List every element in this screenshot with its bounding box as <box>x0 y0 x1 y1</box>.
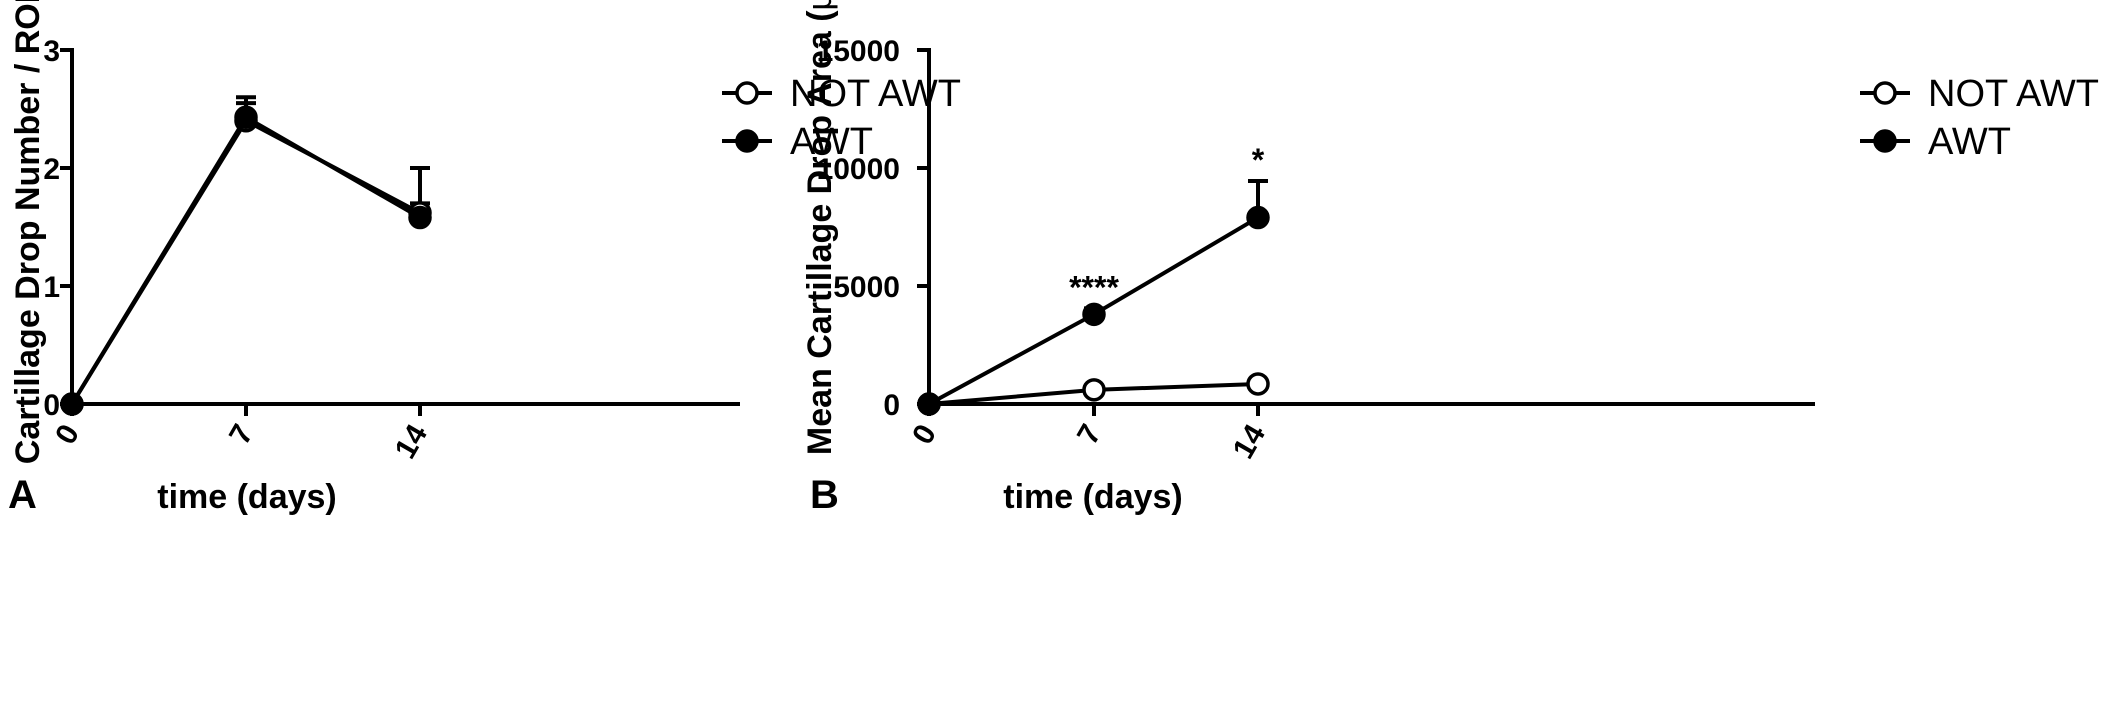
panel-a-legend-item-not-awt: NOT AWT <box>722 73 961 115</box>
panel-a-y-axis-title: Cartillage Drop Number / ROI <box>9 0 47 464</box>
panel-b-y-tick-label: 10000 <box>817 153 900 186</box>
panel-a-series-line-awt <box>70 114 421 406</box>
panel-b-legend-marker-not-awt <box>1873 81 1897 105</box>
panel-b-x-tick-label: 7 <box>1071 419 1108 450</box>
panel-a-legend-marker-awt <box>735 129 759 153</box>
panel-a-legend-marker-not-awt <box>735 81 759 105</box>
panel-b-x-axis-title: time (days) <box>1003 478 1183 516</box>
panel-b-y-axis-title-main: Mean Cartillage Drop Area ( <box>801 10 839 455</box>
panel-a-y-tick-label: 1 <box>43 271 60 304</box>
panel-b-label: B <box>810 473 839 517</box>
panel-b-marker-not-awt <box>1246 372 1270 396</box>
panel-b-y-tick-label: 0 <box>883 389 900 422</box>
panel-b-x-tick-label: 14 <box>1227 419 1272 465</box>
panel-b-y-title-group: Mean Cartillage Drop Area (μm2) <box>796 0 839 455</box>
panel-a-x-axis-title: time (days) <box>157 478 337 516</box>
panel-a-y-title-group: Cartillage Drop Number / ROI <box>9 0 47 464</box>
panel-a-label: A <box>8 473 37 517</box>
panel-a-y-tick-label: 3 <box>43 35 60 68</box>
panel-a-x-tick-label: 14 <box>389 419 434 465</box>
panel-a-plot-elements: 0 1 2 3 0 7 14 <box>43 35 740 464</box>
panel-b-marker-awt <box>1082 302 1106 327</box>
panel-b-marker-awt <box>917 392 941 416</box>
panel-a-y-tick-label: 2 <box>43 153 60 186</box>
panel-b-significance-label: * <box>1252 142 1265 178</box>
panel-b-marker-awt <box>1246 205 1270 230</box>
panel-b-x-tick-label: 0 <box>906 419 943 450</box>
panel-a-marker-awt <box>60 392 84 416</box>
panel-a-legend: NOT AWT AWT <box>722 73 961 163</box>
panel-a-legend-label-not-awt: NOT AWT <box>790 73 961 115</box>
panel-b-significance-label: **** <box>1069 269 1119 305</box>
panel-a-series-line-not-awt <box>70 118 421 406</box>
panel-b-y-tick-label: 15000 <box>817 35 900 68</box>
panel-b-marker-not-awt <box>1082 378 1106 402</box>
panel-a-y-tick-label: 0 <box>43 389 60 422</box>
panel-b-legend-label-not-awt: NOT AWT <box>1928 73 2099 115</box>
panel-a-x-tick-label: 0 <box>49 419 86 450</box>
panel-b-y-axis-title-unit: μm <box>801 0 839 10</box>
panel-b-legend: NOT AWT AWT <box>1860 73 2099 163</box>
panel-b-y-axis-title: Mean Cartillage Drop Area (μm2) <box>796 0 839 455</box>
panel-a-x-tick-label: 7 <box>223 419 260 450</box>
panel-a-legend-label-awt: AWT <box>790 121 873 163</box>
panel-b-y-tick-label: 5000 <box>833 271 900 304</box>
panel-a-marker-awt <box>408 205 432 230</box>
panel-a-marker-awt <box>234 105 258 130</box>
panel-b-legend-item-not-awt: NOT AWT <box>1860 73 2099 115</box>
panel-b-legend-label-awt: AWT <box>1928 121 2011 163</box>
panel-b-legend-marker-awt <box>1873 129 1897 153</box>
panel-b-legend-item-awt: AWT <box>1860 121 2011 163</box>
panel-a-legend-item-awt: AWT <box>722 121 873 163</box>
